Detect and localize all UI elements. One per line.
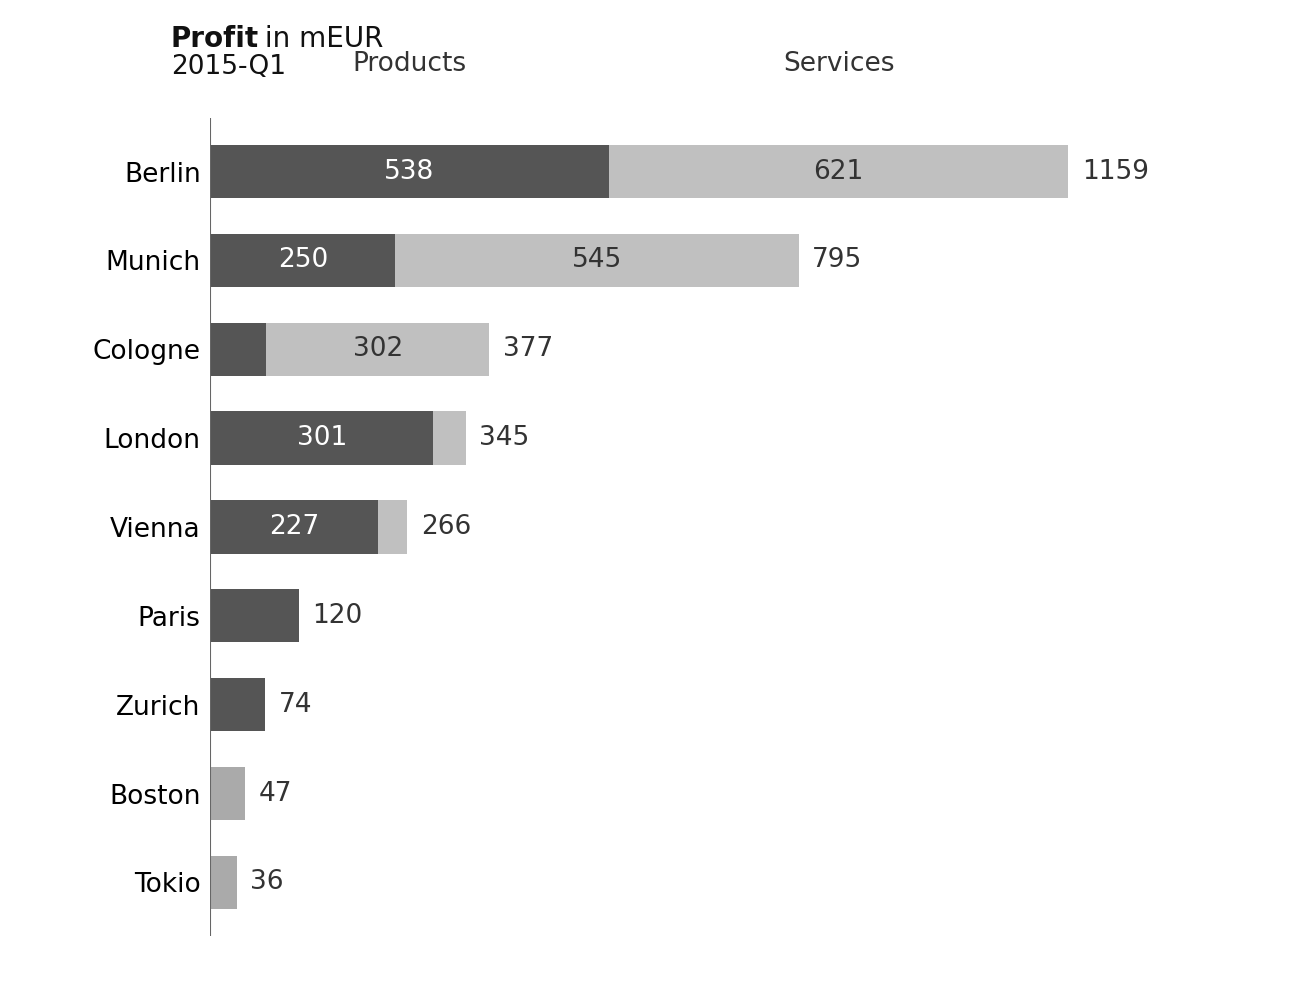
Text: 545: 545 — [572, 247, 622, 274]
Text: 795: 795 — [813, 247, 863, 274]
Text: in mEUR: in mEUR — [256, 25, 384, 52]
Bar — [433, 412, 466, 465]
Text: 120: 120 — [313, 603, 363, 628]
Bar — [396, 233, 800, 287]
Text: 266: 266 — [421, 514, 471, 540]
Text: 377: 377 — [502, 336, 554, 362]
Text: Profit: Profit — [171, 25, 259, 52]
Bar — [210, 322, 266, 376]
Text: 227: 227 — [270, 514, 320, 540]
Bar — [379, 500, 408, 554]
Bar — [210, 589, 300, 642]
Bar — [210, 145, 609, 198]
Text: 1159: 1159 — [1082, 159, 1149, 184]
Text: 36: 36 — [250, 870, 284, 895]
Bar — [210, 233, 396, 287]
Bar — [210, 500, 379, 554]
Text: 302: 302 — [352, 336, 402, 362]
Bar — [210, 678, 266, 731]
Text: 301: 301 — [297, 426, 347, 451]
Text: 2015-Q1: 2015-Q1 — [171, 54, 285, 80]
Text: 538: 538 — [384, 159, 435, 184]
Text: 47: 47 — [259, 780, 292, 807]
Text: 250: 250 — [277, 247, 327, 274]
Bar — [210, 412, 433, 465]
Bar — [266, 322, 489, 376]
Bar — [609, 145, 1068, 198]
Text: 621: 621 — [814, 159, 864, 184]
Text: 74: 74 — [279, 691, 312, 718]
Bar — [210, 767, 245, 821]
Text: 345: 345 — [479, 426, 530, 451]
Text: Services: Services — [782, 51, 894, 77]
Text: Products: Products — [352, 51, 467, 77]
Bar — [210, 856, 237, 909]
